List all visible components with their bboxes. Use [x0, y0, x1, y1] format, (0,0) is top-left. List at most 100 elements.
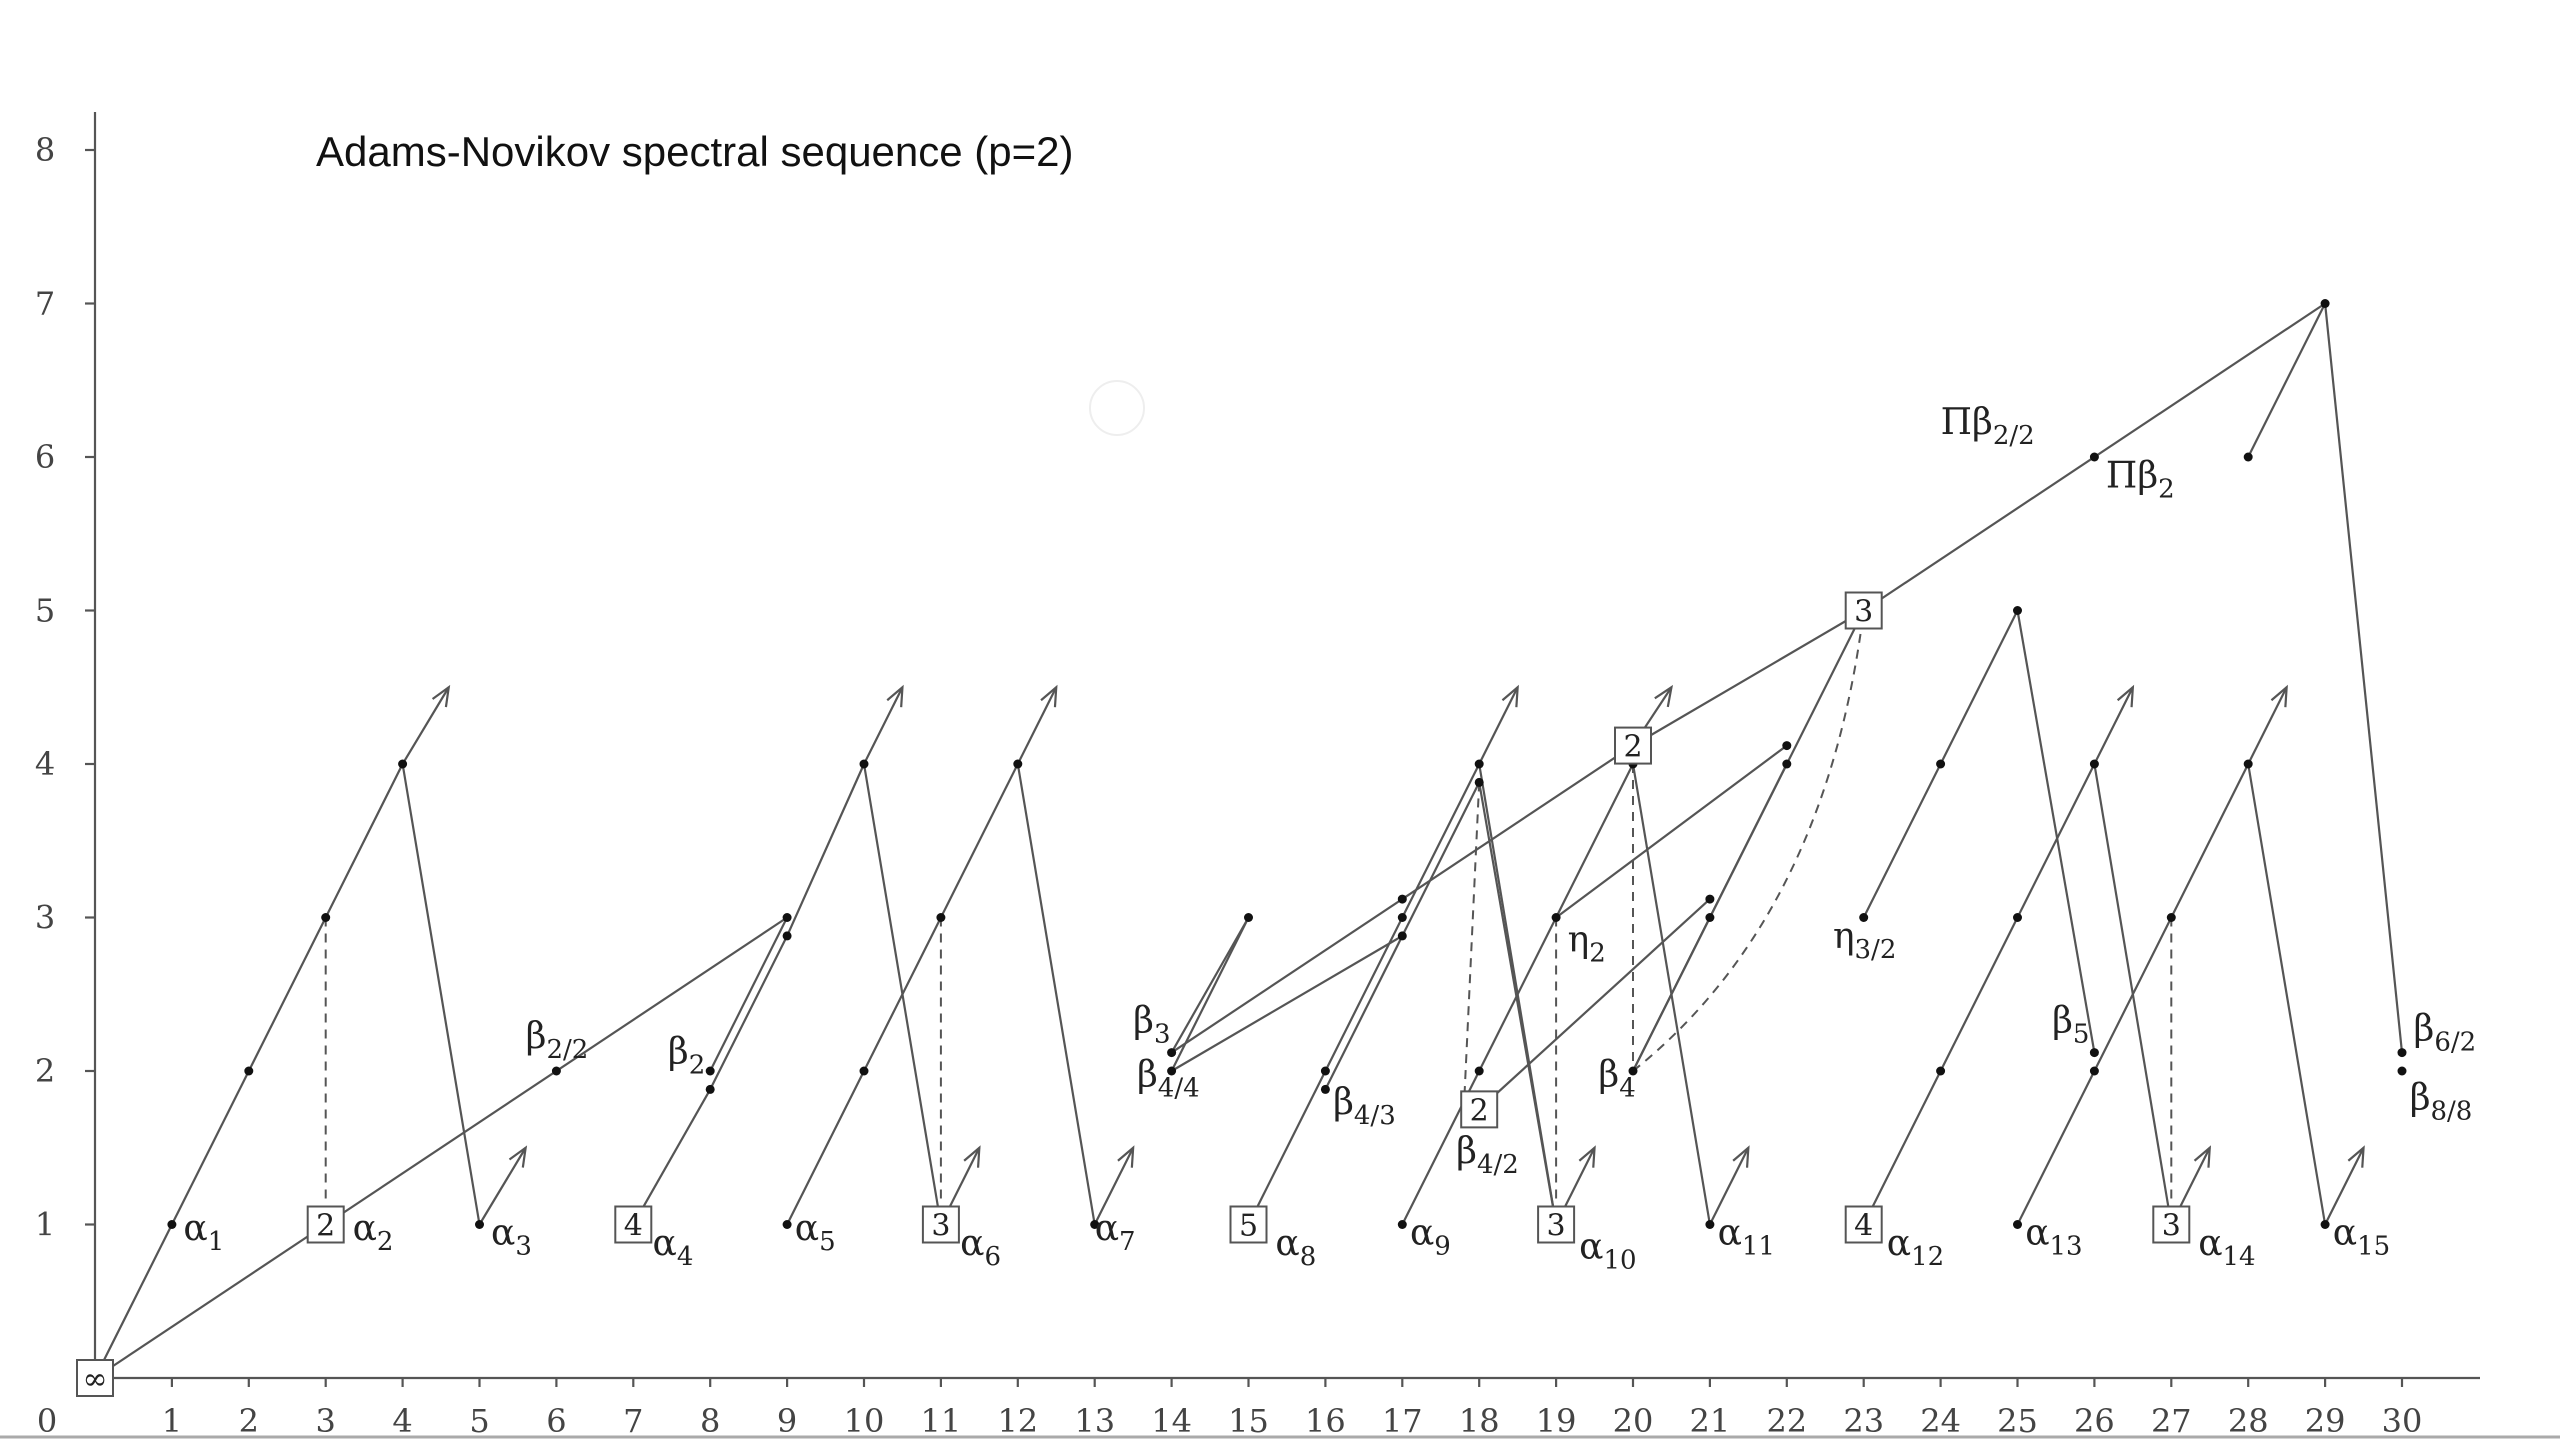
class-dot — [1320, 1084, 1330, 1094]
x-tick-label: 20 — [1613, 1402, 1654, 1440]
box-label: 3 — [1854, 595, 1873, 630]
box-label: 5 — [1239, 1209, 1258, 1244]
class-dot — [2089, 759, 2099, 769]
class-dot — [167, 1220, 177, 1229]
class-label: Πβ2 — [2106, 456, 2175, 505]
y-tick-label: 2 — [35, 1052, 55, 1090]
differential-line — [1555, 744, 1788, 919]
class-label: η3/2 — [1833, 916, 1896, 965]
differential-line — [2247, 763, 2327, 1225]
class-dot — [1167, 1066, 1177, 1076]
differential-line — [1862, 763, 1942, 918]
boxed-class: 3 — [921, 1205, 960, 1244]
class-dot — [782, 1220, 792, 1229]
differential-line — [1401, 763, 1481, 918]
differential-line — [2093, 917, 2173, 1072]
tower-arrow — [1093, 1145, 1135, 1225]
class-dot — [1474, 777, 1484, 787]
differential-line — [1401, 744, 1634, 900]
class-dot — [782, 931, 792, 941]
x-tick-label: 28 — [2228, 1402, 2269, 1440]
tower-arrows — [401, 684, 2365, 1226]
tower-arrow — [478, 1145, 528, 1226]
differential-line — [401, 763, 481, 1225]
class-dot — [2243, 452, 2253, 462]
chart-title: Adams-Novikov spectral sequence (p=2) — [316, 128, 1074, 175]
class-label: β4/4 — [1137, 1054, 1200, 1103]
class-dot — [705, 1084, 715, 1094]
class-dot — [2166, 913, 2176, 922]
differential-line — [2016, 610, 2096, 1053]
tower-arrow — [2093, 684, 2135, 765]
x-tick-label: 29 — [2305, 1402, 2346, 1440]
class-dot — [2397, 1066, 2407, 1076]
differential-line — [1939, 610, 2019, 765]
differential-line — [1170, 898, 1403, 1054]
x-tick-label: 25 — [1997, 1402, 2038, 1440]
x-tick-label: 23 — [1843, 1402, 1884, 1440]
x-tick-label: 4 — [392, 1402, 412, 1440]
class-dot — [859, 759, 869, 769]
class-label: β4 — [1598, 1054, 1635, 1103]
class-dot — [2013, 606, 2022, 615]
axes — [0, 112, 2560, 1439]
differential-line — [862, 763, 942, 1225]
class-dot — [1628, 1066, 1638, 1076]
class-dot — [1859, 913, 1869, 922]
differential-line — [1247, 1070, 1327, 1225]
differential-line — [1401, 781, 1481, 937]
y-tick-label: 1 — [35, 1206, 55, 1244]
y-tick-label: 4 — [35, 745, 55, 783]
y-ticks: 1 2 3 4 5 6 7 8 — [35, 131, 95, 1244]
box-label: 2 — [1470, 1093, 1489, 1128]
x-tick-label: 26 — [2074, 1402, 2115, 1440]
differential-line — [2324, 303, 2404, 1053]
x-tick-label: 15 — [1228, 1402, 1269, 1440]
differential-line — [1478, 898, 1711, 1111]
differential-line — [2016, 1070, 2096, 1225]
class-dot — [1782, 741, 1792, 751]
boxed-class: 5 — [1229, 1205, 1268, 1244]
class-dot — [782, 913, 792, 922]
boxed-class: 4 — [614, 1205, 653, 1244]
class-dot — [1397, 913, 1407, 922]
differential-line — [1939, 917, 2019, 1072]
x-tick-label: 7 — [623, 1402, 643, 1440]
x-tick-label: 10 — [844, 1402, 885, 1440]
x-tick-label: 12 — [997, 1402, 1038, 1440]
differential-line — [786, 1070, 865, 1225]
tower-arrow — [863, 684, 904, 765]
class-label: α6 — [960, 1223, 1001, 1272]
class-dot — [2320, 1220, 2330, 1229]
x-tick-label: 24 — [1920, 1402, 1961, 1440]
x-tick-label: 1 — [162, 1402, 182, 1440]
class-dot — [1090, 1220, 1100, 1229]
x-tick-label: 30 — [2382, 1402, 2423, 1440]
tower-arrow — [1016, 684, 1058, 765]
differential-line — [1478, 782, 1558, 1225]
tower-arrow — [401, 684, 451, 765]
boxed-class: 3 — [2152, 1205, 2191, 1244]
differential-line — [1324, 935, 1404, 1090]
class-label: α2 — [353, 1208, 394, 1257]
class-label: α10 — [1579, 1226, 1636, 1275]
class-dot — [936, 913, 946, 922]
x-tick-label: 17 — [1382, 1402, 1423, 1440]
differential-line — [1632, 609, 1865, 747]
class-dot — [2397, 1048, 2407, 1058]
class-label: α3 — [491, 1212, 532, 1261]
x-tick-label: 9 — [777, 1402, 797, 1440]
boxed-class: 2 — [1614, 726, 1652, 765]
class-label: β2 — [668, 1031, 705, 1080]
class-dot — [475, 1220, 484, 1229]
class-label: α11 — [1718, 1212, 1775, 1261]
class-dot — [321, 913, 331, 922]
class-label: α13 — [2025, 1212, 2082, 1261]
class-label: α8 — [1275, 1223, 1316, 1272]
class-dot — [1320, 1066, 1330, 1076]
class-label: α14 — [2198, 1223, 2255, 1272]
class-dot — [2013, 913, 2022, 922]
class-dot — [1244, 913, 1253, 922]
x-tick-label: 18 — [1459, 1402, 1500, 1440]
